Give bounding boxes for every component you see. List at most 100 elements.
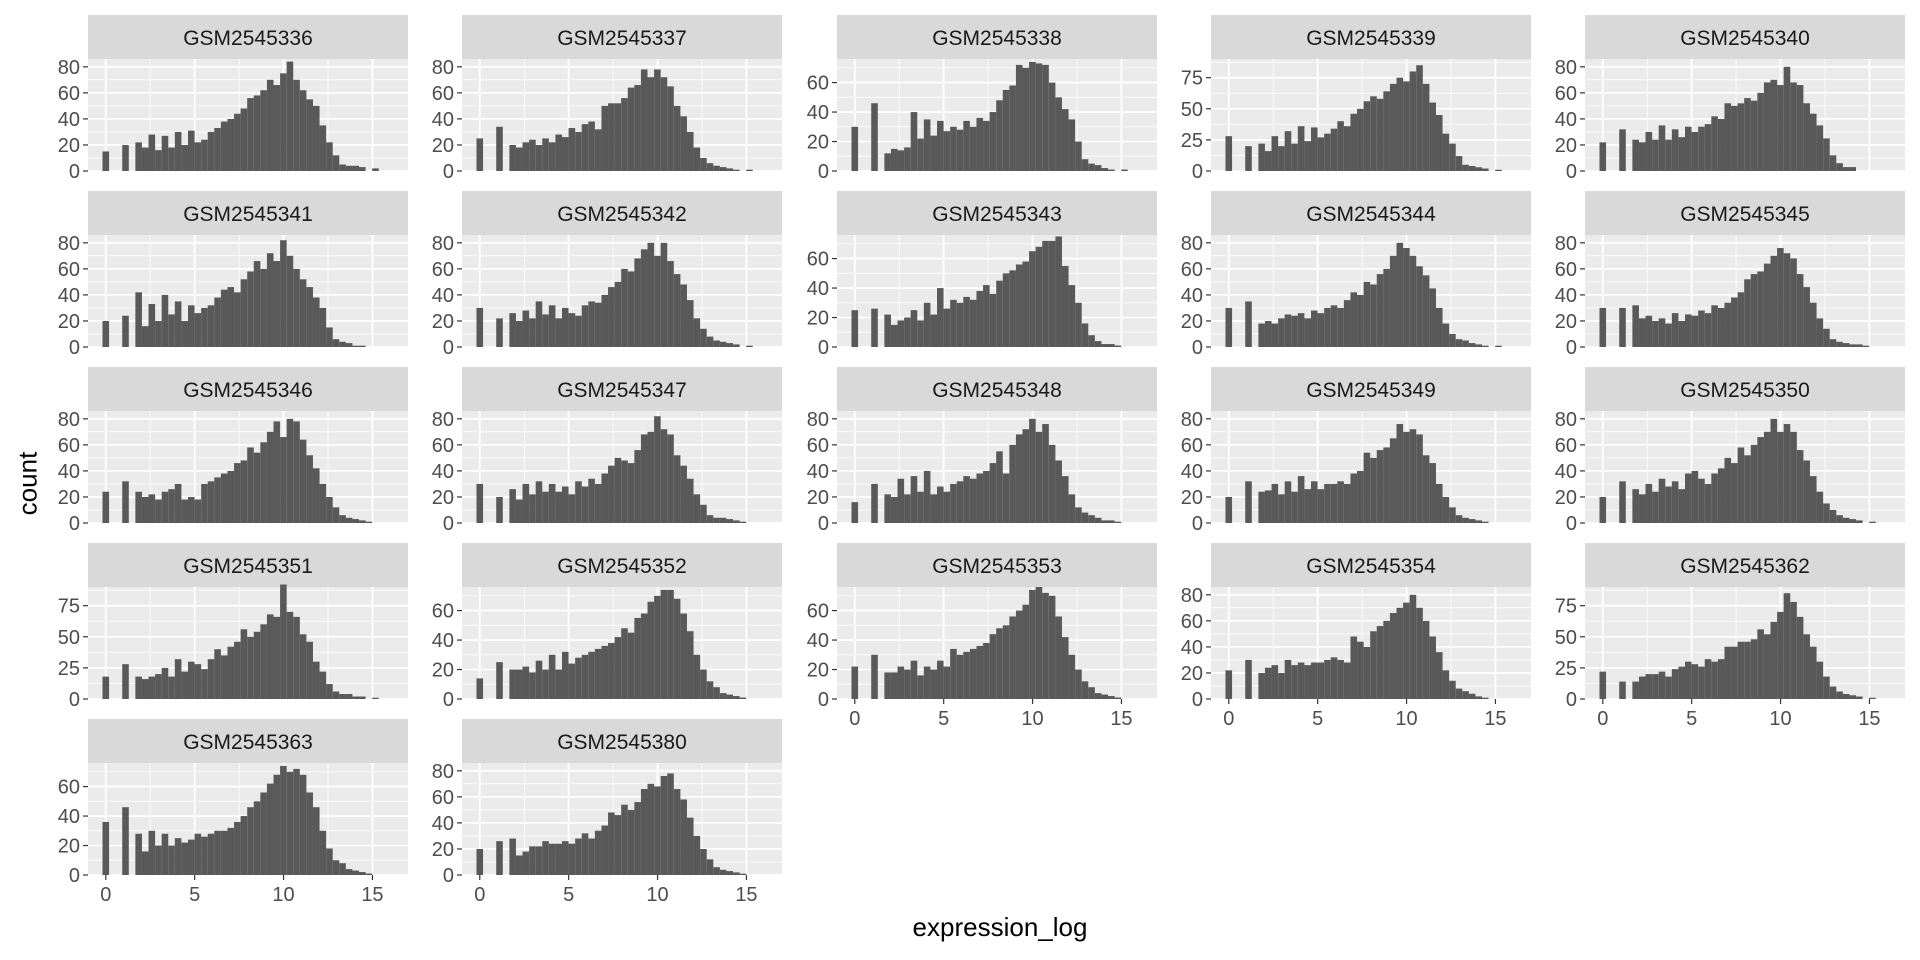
histogram-bar — [719, 869, 727, 875]
histogram-bar — [174, 131, 182, 171]
histogram-bar — [509, 144, 516, 171]
histogram-bar — [1829, 686, 1837, 699]
histogram-bar — [260, 792, 267, 875]
y-tick-label: 20 — [432, 660, 454, 682]
facet-strip-label: GSM2545337 — [557, 27, 687, 50]
histogram-bar — [161, 491, 169, 523]
histogram-bar — [214, 830, 221, 875]
y-tick-label: 60 — [1181, 435, 1203, 457]
histogram-bar — [621, 460, 628, 523]
histogram-bar — [542, 314, 549, 347]
histogram-bar — [575, 838, 582, 875]
histogram-bar — [1225, 670, 1233, 699]
histogram-bar — [253, 261, 261, 347]
histogram-bar — [1645, 483, 1653, 523]
histogram-bar — [588, 478, 595, 523]
histogram-bar — [201, 836, 208, 875]
histogram-bar — [1429, 636, 1436, 699]
histogram-bar — [1796, 85, 1804, 171]
histogram-bar — [1363, 281, 1371, 347]
histogram-bar — [660, 776, 668, 875]
histogram-bar — [713, 867, 720, 875]
histogram-bar — [1671, 481, 1679, 523]
histogram-bar — [1061, 476, 1069, 523]
histogram-bar — [1061, 637, 1069, 699]
histogram-bar — [660, 77, 668, 171]
histogram-bar — [102, 676, 110, 699]
histogram-bar — [588, 301, 595, 347]
histogram-bar — [1376, 626, 1384, 699]
histogram-bar — [1245, 659, 1252, 699]
histogram-bar — [339, 863, 346, 875]
histogram-bar — [1482, 697, 1489, 699]
x-tick-label: 15 — [1858, 708, 1880, 730]
histogram-bar — [141, 147, 149, 171]
y-tick-label: 60 — [1181, 611, 1203, 633]
histogram-bar — [871, 103, 878, 171]
histogram-bar — [996, 628, 1003, 699]
facet-strip-label: GSM2545348 — [932, 379, 1062, 402]
histogram-bar — [719, 341, 727, 347]
histogram-bar — [1652, 674, 1659, 699]
histogram-bar — [1442, 323, 1450, 347]
histogram-bar — [667, 261, 674, 347]
histogram-bar — [312, 807, 320, 875]
facet-strip-label: GSM2545362 — [1680, 555, 1810, 578]
histogram-bar — [1809, 302, 1817, 347]
histogram-bar — [943, 491, 951, 523]
histogram-bar — [273, 85, 281, 171]
histogram-bar — [319, 671, 327, 699]
histogram-bar — [640, 69, 648, 171]
histogram-bar — [673, 105, 681, 171]
histogram-bar — [266, 253, 274, 347]
histogram-bar — [693, 494, 701, 523]
histogram-bar — [332, 691, 340, 699]
histogram-bar — [1324, 659, 1331, 699]
histogram-bar — [220, 121, 228, 171]
histogram-bar — [884, 314, 891, 347]
histogram-bar — [122, 144, 129, 171]
histogram-bar — [1297, 126, 1305, 171]
histogram-bar — [234, 113, 241, 171]
histogram-bar — [1081, 512, 1089, 523]
histogram-bar — [299, 279, 307, 347]
histogram-bar — [1731, 105, 1738, 171]
histogram-bar — [1304, 665, 1311, 699]
histogram-bar — [1363, 452, 1371, 523]
histogram-bar — [299, 90, 307, 171]
histogram-bar — [1245, 481, 1252, 523]
histogram-bar — [522, 142, 530, 171]
histogram-bar — [345, 869, 353, 875]
histogram-bar — [1495, 345, 1502, 347]
facet-strip-label: GSM2545349 — [1306, 379, 1436, 402]
y-tick-label: 25 — [1555, 658, 1577, 680]
histogram-bar — [496, 318, 503, 347]
histogram-bar — [937, 120, 944, 171]
histogram-bar — [654, 786, 661, 875]
histogram-bar — [247, 98, 254, 171]
histogram-bar — [1317, 662, 1325, 699]
histogram-bar — [1042, 64, 1049, 171]
histogram-bar — [1770, 621, 1778, 699]
histogram-bar — [686, 817, 694, 875]
y-tick-label: 60 — [432, 435, 454, 457]
facet-strip — [1585, 367, 1905, 411]
facet-strip-label: GSM2545350 — [1680, 379, 1810, 402]
histogram-bar — [1376, 274, 1384, 347]
histogram-bar — [1468, 693, 1476, 699]
histogram-bar — [1744, 279, 1751, 347]
y-tick-label: 0 — [818, 337, 829, 359]
y-tick-label: 0 — [1566, 161, 1577, 183]
histogram-bar — [194, 833, 202, 875]
histogram-bar — [1658, 671, 1666, 699]
histogram-bar — [1462, 164, 1469, 171]
histogram-bar — [1343, 300, 1351, 347]
histogram-bar — [1343, 483, 1351, 523]
y-tick-label: 80 — [432, 409, 454, 431]
histogram-bar — [1849, 695, 1857, 699]
histogram-bar — [923, 302, 931, 347]
histogram-bar — [365, 521, 373, 523]
histogram-bar — [1717, 659, 1725, 699]
histogram-bar — [1035, 431, 1043, 523]
histogram-bar — [359, 872, 366, 875]
